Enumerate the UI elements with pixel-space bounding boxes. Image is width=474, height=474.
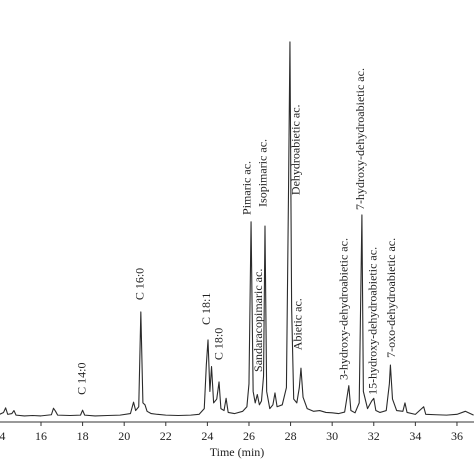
chromatogram-line: [0, 41, 474, 417]
peak-label: Isopimaric ac.: [255, 139, 269, 207]
x-tick-label: 18: [77, 429, 89, 443]
peak-label: Sandaracopimaric ac.: [251, 269, 265, 372]
peak-label: Dehydroabietic ac.: [289, 104, 303, 195]
peak-label: C 16:0: [133, 268, 147, 300]
peak-label: C 14:0: [74, 363, 88, 395]
x-tick-label: 14: [0, 429, 5, 443]
x-tick-label: 34: [409, 429, 421, 443]
peak-label: C 18:1: [199, 293, 213, 325]
peak-label: C 18:0: [212, 328, 226, 360]
x-tick-label: 20: [118, 429, 130, 443]
peak-label: 7-oxo-dehydroabietic ac.: [384, 238, 398, 358]
peak-label: Abietic ac.: [291, 298, 305, 350]
x-tick-label: 28: [285, 429, 297, 443]
x-tick-label: 16: [35, 429, 47, 443]
peak-label: 3-hydroxy-dehydroabietic ac.: [336, 238, 350, 380]
x-tick-label: 24: [201, 429, 213, 443]
x-tick-label: 26: [243, 429, 255, 443]
x-axis-label: Time (min): [210, 445, 265, 459]
x-tick-label: 36: [451, 429, 463, 443]
peak-label: 7-hydroxy-dehydroabietic ac.: [353, 68, 367, 210]
peak-label: 15-hydroxy-dehydroabietic ac.: [366, 247, 380, 395]
x-tick-label: 22: [160, 429, 172, 443]
x-tick-label: 30: [326, 429, 338, 443]
x-tick-label: 32: [368, 429, 380, 443]
peak-label: Pimaric ac.: [240, 161, 254, 215]
